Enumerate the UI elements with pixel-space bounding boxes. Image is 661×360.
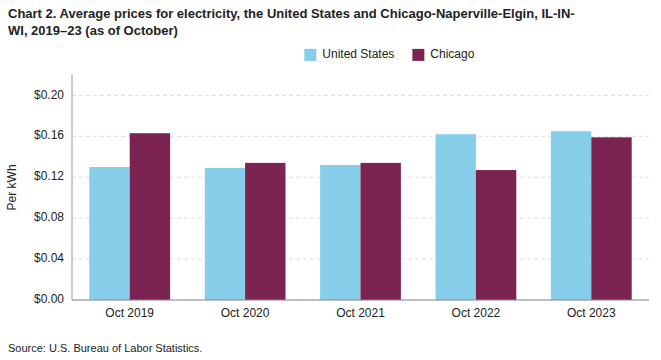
y-tick-label: $0.16: [34, 128, 64, 142]
y-axis-line: [72, 75, 73, 300]
source: Source: U.S. Bureau of Labor Statistics.: [8, 342, 202, 354]
bar: [130, 133, 170, 300]
bar: [245, 163, 285, 300]
title-line: WI, 2019–23 (as of October): [8, 23, 178, 38]
y-tick-label: $0.20: [34, 88, 64, 102]
x-axis-line: [72, 300, 649, 301]
y-axis-label: Per kWh: [5, 164, 19, 210]
x-tick-label: Oct 2021: [336, 306, 385, 320]
legend-label: United States: [322, 47, 394, 61]
bars: [89, 131, 631, 300]
y-tick-label: $0.04: [34, 251, 64, 265]
y-tick-label: $0.00: [34, 292, 64, 306]
bar: [476, 170, 516, 300]
bar: [361, 163, 401, 300]
x-tick-label: Oct 2020: [221, 306, 270, 320]
bar: [320, 165, 360, 300]
y-ticks: $0.00 $0.04 $0.08 $0.12 $0.16 $0.20: [34, 88, 64, 307]
x-tick-label: Oct 2019: [105, 306, 154, 320]
y-tick-label: $0.12: [34, 169, 64, 183]
legend: United States Chicago: [304, 47, 474, 61]
chart: Chart 2. Average prices for electricity,…: [0, 0, 661, 360]
x-tick-label: Oct 2022: [452, 306, 501, 320]
grid: [72, 95, 649, 300]
title: Chart 2. Average prices for electricity,…: [8, 6, 575, 38]
title-line: Chart 2. Average prices for electricity,…: [8, 6, 575, 21]
legend-label: Chicago: [430, 47, 474, 61]
grid-line: [72, 300, 649, 301]
bar: [591, 137, 631, 300]
legend-swatch: [412, 49, 424, 61]
bar: [205, 168, 245, 300]
legend-swatch: [304, 49, 316, 61]
page: {"chart_data": {"type": "bar", "title": …: [0, 0, 661, 360]
x-ticks: Oct 2019 Oct 2020 Oct 2021 Oct 2022 Oct 2023: [105, 306, 616, 320]
grid-line: [72, 95, 649, 96]
bar: [436, 134, 476, 300]
y-tick-label: $0.08: [34, 210, 64, 224]
bar: [551, 131, 591, 300]
x-tick-label: Oct 2023: [567, 306, 616, 320]
bar: [89, 167, 129, 300]
